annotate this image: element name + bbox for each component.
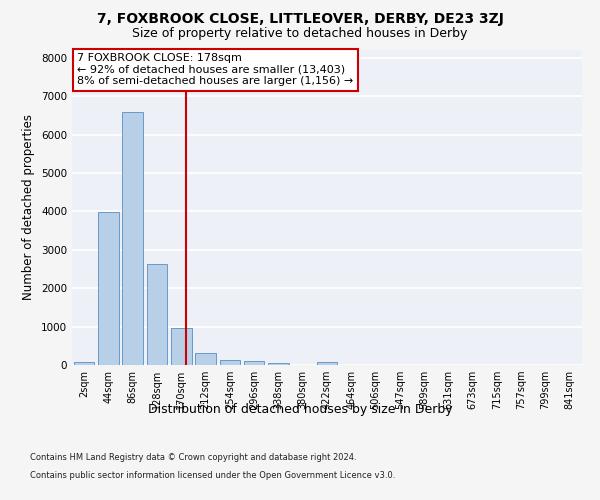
- Bar: [98, 212, 119, 365]
- Text: 7, FOXBROOK CLOSE, LITTLEOVER, DERBY, DE23 3ZJ: 7, FOXBROOK CLOSE, LITTLEOVER, DERBY, DE…: [97, 12, 503, 26]
- Bar: [268, 362, 289, 365]
- Bar: [74, 362, 94, 365]
- Bar: [146, 264, 167, 365]
- Text: 7 FOXBROOK CLOSE: 178sqm
← 92% of detached houses are smaller (13,403)
8% of sem: 7 FOXBROOK CLOSE: 178sqm ← 92% of detach…: [77, 53, 353, 86]
- Y-axis label: Number of detached properties: Number of detached properties: [22, 114, 35, 300]
- Text: Contains HM Land Registry data © Crown copyright and database right 2024.: Contains HM Land Registry data © Crown c…: [30, 454, 356, 462]
- Text: Contains public sector information licensed under the Open Government Licence v3: Contains public sector information licen…: [30, 471, 395, 480]
- Bar: [220, 360, 240, 365]
- Text: Distribution of detached houses by size in Derby: Distribution of detached houses by size …: [148, 402, 452, 415]
- Bar: [171, 328, 191, 365]
- Bar: [244, 362, 265, 365]
- Bar: [317, 362, 337, 365]
- Text: Size of property relative to detached houses in Derby: Size of property relative to detached ho…: [133, 28, 467, 40]
- Bar: [122, 112, 143, 365]
- Bar: [195, 353, 216, 365]
